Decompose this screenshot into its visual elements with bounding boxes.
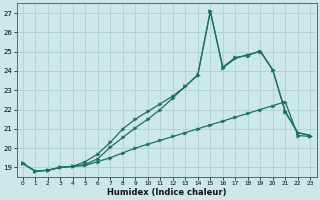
X-axis label: Humidex (Indice chaleur): Humidex (Indice chaleur) [107, 188, 226, 197]
